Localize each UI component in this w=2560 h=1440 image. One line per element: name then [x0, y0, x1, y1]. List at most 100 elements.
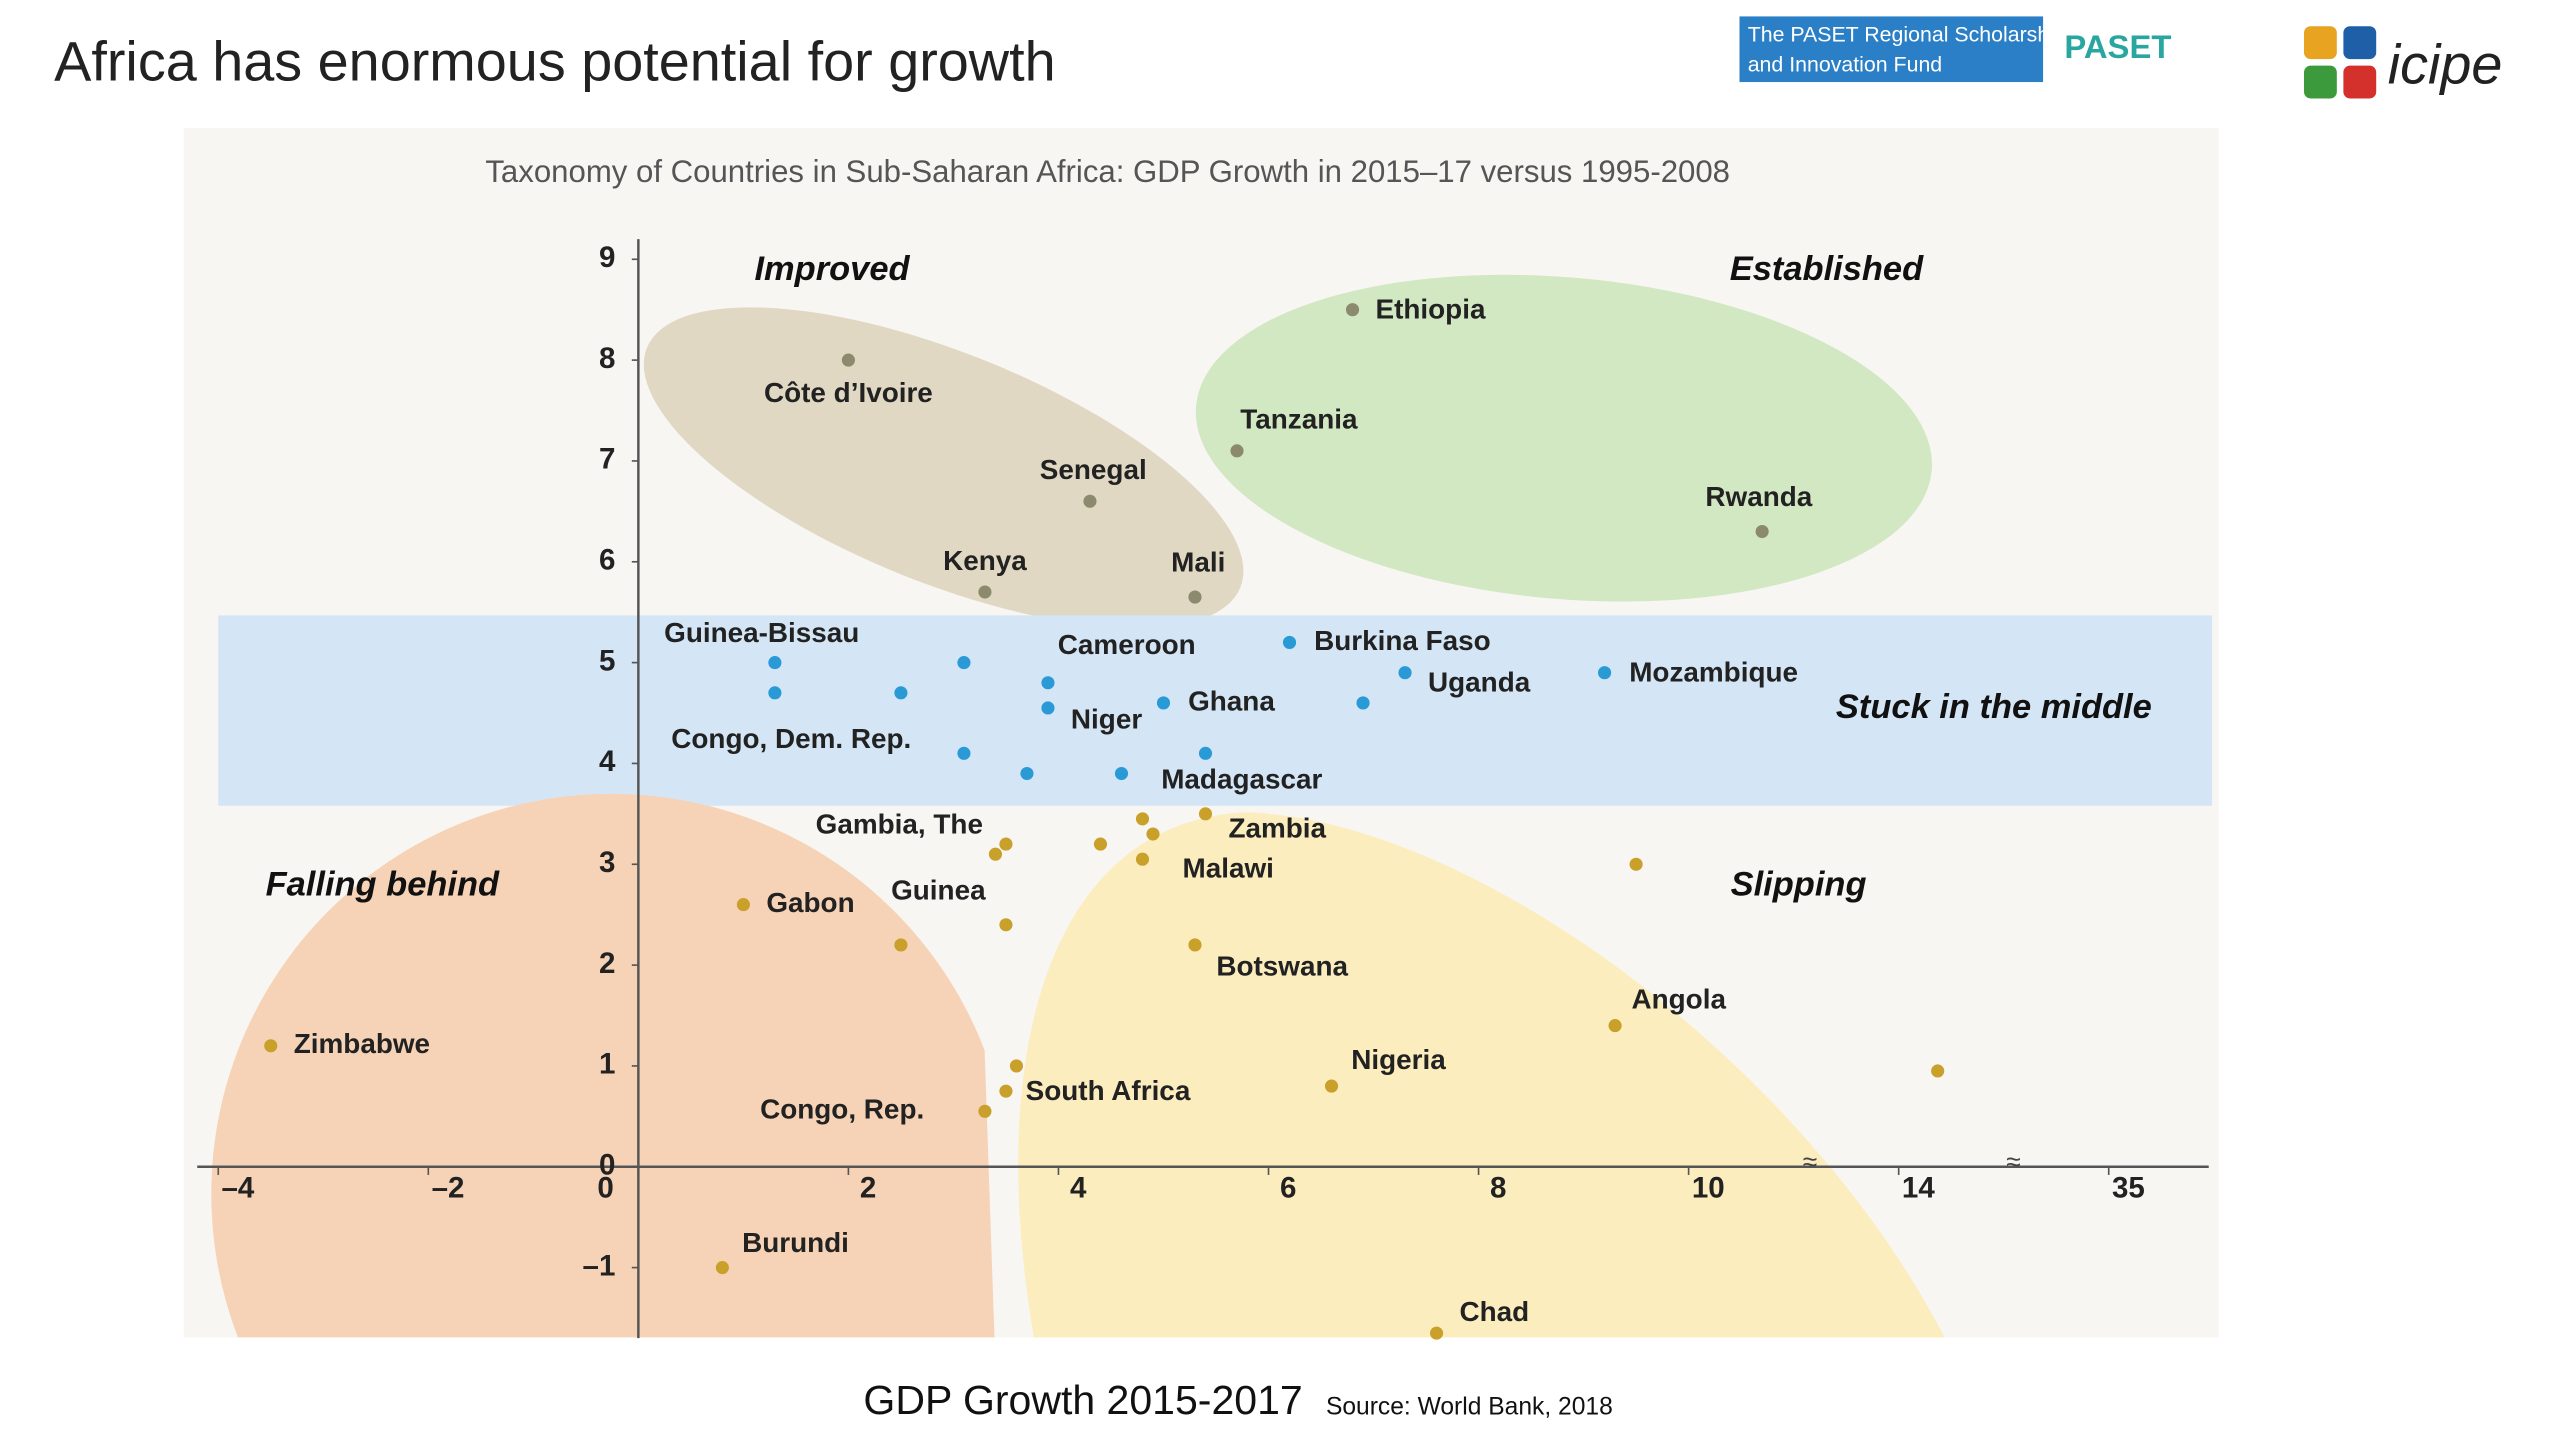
point [1198, 746, 1213, 760]
point [1345, 303, 1360, 317]
paset-text: The PASET Regional Scholarship [1748, 23, 2066, 47]
point [957, 746, 971, 760]
annotation: Stuck in the middle [1836, 688, 2152, 726]
paset-logo: PASET [2064, 28, 2171, 65]
point [1429, 1326, 1444, 1340]
x-tick-label: –2 [432, 1172, 465, 1205]
point [894, 938, 908, 952]
point [1188, 590, 1202, 604]
point [1041, 676, 1055, 690]
point-label: Burundi [742, 1227, 849, 1258]
point [1230, 444, 1244, 458]
icipe-icon [2304, 65, 2337, 99]
point [1598, 666, 1612, 680]
point [768, 656, 782, 670]
point-label: Kenya [943, 545, 1027, 576]
point [988, 847, 1003, 861]
y-tick-label: 6 [599, 544, 615, 577]
x-axis-label: GDP Growth 2015-2017 [863, 1377, 1302, 1423]
point-label: Botswana [1216, 950, 1348, 981]
point-label: Cameroon [1058, 629, 1196, 660]
point-label: Ethiopia [1376, 294, 1486, 325]
annotation: Falling behind [266, 865, 500, 903]
point-label: Nigeria [1351, 1044, 1446, 1075]
point-label: Uganda [1428, 667, 1531, 698]
point [1114, 766, 1129, 781]
chart-title: Taxonomy of Countries in Sub-Saharan Afr… [485, 154, 1730, 189]
point [715, 1261, 729, 1275]
point [841, 353, 855, 367]
x-tick-label: 2 [860, 1172, 876, 1205]
point [999, 918, 1013, 932]
x-tick-label: 4 [1070, 1172, 1087, 1205]
y-tick-label: 9 [599, 241, 615, 274]
x-tick-label: 10 [1692, 1172, 1725, 1205]
paset-logo-box [1739, 16, 2044, 83]
point-label: Rwanda [1705, 481, 1812, 512]
region [211, 793, 995, 1338]
axes: –4 –2 0 2 4 6 8 10 14 35 –1 0 1 2 3 4 5 6 7 8 9 [197, 239, 2209, 1339]
y-tick-label: 3 [599, 846, 615, 879]
point [1324, 1079, 1339, 1093]
annotation: Improved [754, 250, 910, 288]
point [1755, 524, 1769, 539]
x-tick-label: –4 [222, 1172, 255, 1205]
point-label: Chad [1460, 1296, 1530, 1327]
point [1020, 766, 1034, 781]
region [1018, 812, 1945, 1338]
y-tick-label: 7 [599, 443, 615, 476]
point-label: Burkina Faso [1314, 625, 1491, 656]
point [1629, 857, 1643, 871]
point-label: Gabon [766, 887, 854, 918]
point [1188, 938, 1202, 952]
slide-title: Africa has enormous potential for growth [54, 29, 1055, 92]
point [1356, 696, 1370, 710]
point-label: Gambia, The [816, 808, 983, 839]
point-label: Zimbabwe [294, 1028, 430, 1059]
y-tick-label: 5 [599, 644, 615, 677]
point [1198, 807, 1213, 821]
x-tick-label: 35 [2112, 1172, 2145, 1205]
point [264, 1039, 278, 1053]
y-tick-label: 1 [599, 1048, 615, 1081]
annotation: Established [1730, 250, 1924, 288]
point [1282, 635, 1297, 650]
point-label: Guinea-Bissau [664, 617, 859, 648]
point-label: Ghana [1188, 685, 1275, 716]
point [1009, 1059, 1024, 1073]
source: Source: World Bank, 2018 [1326, 1394, 1613, 1421]
point [1156, 696, 1171, 710]
region [643, 307, 1244, 629]
x-tick-label: 8 [1490, 1172, 1506, 1205]
point-label: Malawi [1183, 853, 1274, 884]
x-tick-label: 6 [1280, 1172, 1296, 1205]
point [1093, 837, 1108, 851]
point [978, 585, 992, 599]
points: Ethiopia Côte d’Ivoire Tanzania Senegal Rwan… [264, 294, 1945, 1340]
point [999, 837, 1013, 851]
y-tick-label: 2 [599, 947, 615, 980]
y-tick-label: 4 [599, 745, 616, 778]
y-tick-label: 8 [599, 342, 615, 375]
x-tick-label: 14 [1902, 1172, 1935, 1205]
point [768, 686, 782, 700]
point-label: Guinea [891, 874, 986, 905]
icipe-icon [2343, 65, 2377, 99]
point [736, 898, 750, 912]
paset-text: and Innovation Fund [1748, 52, 1942, 76]
axis-break: ≈ [2006, 1146, 2020, 1176]
point-label: Niger [1071, 703, 1142, 734]
point-label: Congo, Dem. Rep. [671, 723, 911, 754]
icipe-icon [2343, 26, 2377, 60]
point-label: Mali [1171, 547, 1225, 578]
point-label: South Africa [1026, 1075, 1191, 1106]
point [1135, 852, 1150, 866]
point [1041, 701, 1055, 715]
point-label: Angola [1632, 983, 1727, 1014]
annotation: Slipping [1731, 865, 1867, 903]
point [978, 1104, 992, 1118]
point [1931, 1064, 1945, 1078]
point-label: Zambia [1228, 813, 1326, 844]
